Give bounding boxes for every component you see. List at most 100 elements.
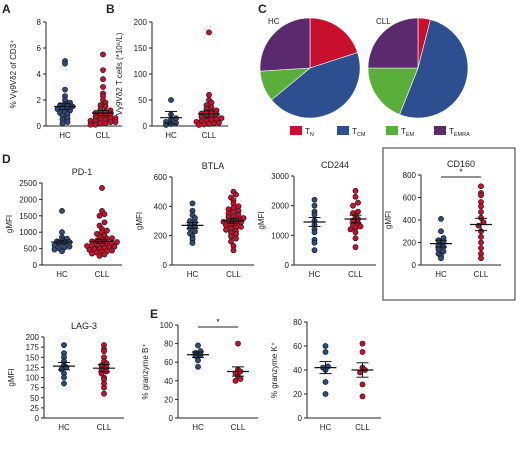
y-tick-label: 25 (30, 404, 39, 413)
data-point-hc (438, 215, 444, 222)
data-point-hc (311, 196, 318, 203)
data-point-cll (99, 185, 105, 191)
y-tick-label: 175 (26, 343, 40, 352)
y-tick-label: 200 (154, 232, 168, 241)
data-point-cll (347, 226, 354, 233)
x-tick-label: CLL (95, 270, 110, 279)
data-point-hc (438, 228, 444, 235)
y-tick-label: 80 (164, 340, 173, 349)
x-tick-label: CLL (348, 270, 363, 279)
panel-btla: 0 200 400 600 gMFI BTLA HC CLL (135, 161, 254, 279)
y-tick-label: 0 (298, 414, 303, 423)
data-point-cll (478, 233, 484, 240)
x-tick-label: HC (165, 131, 177, 140)
data-point-cll (216, 119, 222, 126)
y-tick-label: 20 (164, 395, 173, 404)
y-tick-label: 0 (285, 261, 290, 270)
x-tick-label: CLL (474, 270, 489, 279)
panel-b: 0 50 100 150 200 Vγ9Vδ2 T cells (*10⁶/L) HC CLL (115, 18, 228, 140)
x-tick-label: HC (56, 270, 68, 279)
data-point-cll (228, 238, 234, 245)
data-point-hc (59, 248, 65, 255)
y-tick-label: 100 (134, 70, 148, 79)
y-tick-label: 4 (37, 70, 42, 79)
data-point-cll (96, 212, 103, 219)
data-point-cll (101, 384, 107, 391)
y-tick-label: 60 (164, 358, 173, 367)
data-point-cll (359, 393, 366, 400)
panel-letter-d: D (2, 152, 11, 166)
data-point-hc (311, 229, 318, 236)
legend-label-tcm: TCM (352, 127, 366, 138)
cd160-panel-frame (382, 147, 516, 301)
data-point-hc (61, 374, 67, 381)
data-point-cll (201, 121, 207, 128)
data-point-cll (100, 76, 106, 83)
y-tick-label: 40 (293, 366, 302, 375)
y-tick-label: 50 (138, 96, 147, 105)
y-tick-label: 0 (37, 122, 42, 131)
y-tick-label: 200 (403, 239, 417, 248)
pie-legend: TN TCM TEM TEMRA (290, 126, 470, 138)
y-tick-label: 0 (33, 261, 38, 270)
panel-cd160: 0 200 400 600 800 gMFI CD160 HC CLL * (384, 159, 501, 279)
panel-letter-a: A (2, 2, 11, 16)
data-point-cll (359, 349, 366, 355)
x-tick-label: CLL (355, 423, 370, 432)
pie-title: HC (268, 17, 280, 26)
panel-e2: 0 20 40 60 80 % granzyme K⁺ HC CLL (270, 318, 381, 432)
y-axis-label: gMFI (135, 212, 144, 230)
significance-label: * (459, 167, 463, 177)
data-point-hc (62, 86, 68, 93)
x-tick-label: HC (187, 270, 199, 279)
y-axis-label: % granzyme K⁺ (270, 342, 279, 398)
data-point-cll (233, 235, 239, 242)
y-tick-label: 600 (154, 173, 168, 182)
chart-title: CD160 (447, 159, 475, 169)
data-point-cll (101, 348, 107, 355)
panel-letter-c: C (258, 2, 267, 16)
y-tick-label: 200 (26, 333, 40, 342)
data-point-hc (51, 246, 58, 253)
y-tick-label: 0 (412, 261, 417, 270)
panel-letter-b: B (106, 2, 115, 16)
data-point-cll (96, 252, 103, 259)
data-point-cll (101, 211, 108, 218)
y-tick-label: 200 (134, 18, 148, 27)
x-tick-label: CLL (226, 270, 241, 279)
data-point-cll (109, 247, 115, 254)
data-point-hc (173, 119, 179, 126)
y-axis-label: % Vγ9Vδ2 of CD3⁺ (9, 40, 18, 109)
data-point-cll (355, 208, 361, 215)
pie-slice-tem (367, 67, 419, 115)
y-tick-label: 1000 (19, 228, 37, 237)
y-tick-label: 60 (293, 342, 302, 351)
y-axis-label: % granzyme B⁺ (141, 343, 150, 399)
y-tick-label: 150 (134, 44, 148, 53)
legend-label-tn: TN (305, 127, 314, 138)
data-point-cll (352, 187, 359, 194)
y-tick-label: 150 (26, 353, 40, 362)
y-tick-label: 100 (160, 321, 174, 330)
y-tick-label: 125 (26, 363, 40, 372)
data-point-cll (238, 223, 244, 230)
x-tick-label: HC (309, 270, 321, 279)
data-point-hc (195, 342, 201, 349)
y-tick-label: 2 (37, 96, 42, 105)
data-point-cll (206, 91, 212, 98)
data-point-cll (102, 103, 109, 110)
data-point-hc (62, 60, 68, 67)
data-point-cll (211, 120, 217, 127)
y-axis-label: gMFI (7, 368, 16, 386)
legend-swatch-tcm (337, 126, 349, 135)
data-point-cll (206, 29, 212, 36)
legend-label-tem: TEM (401, 127, 415, 138)
data-point-hc (61, 380, 67, 387)
data-point-cll (235, 340, 241, 347)
data-point-hc (59, 207, 65, 214)
data-point-hc (195, 363, 201, 370)
data-point-cll (89, 250, 95, 257)
x-tick-label: HC (59, 131, 71, 140)
